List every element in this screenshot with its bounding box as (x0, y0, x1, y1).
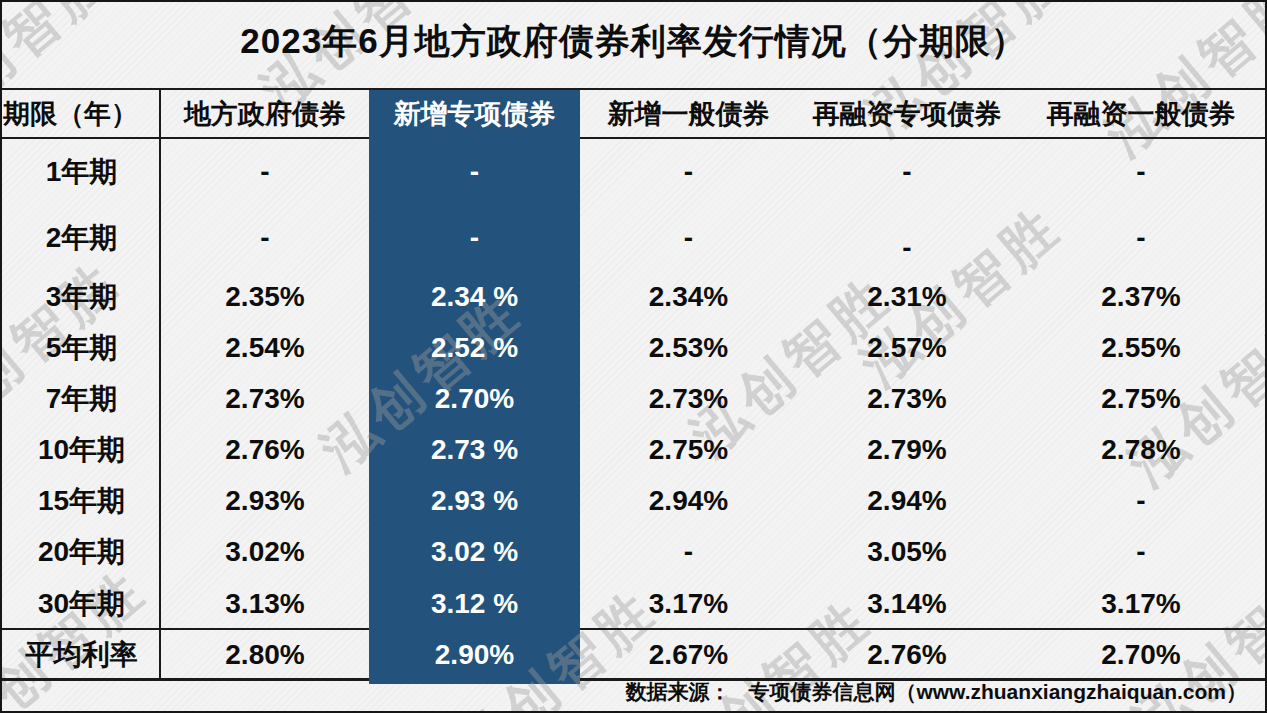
row-label: 2年期 (2, 205, 161, 271)
cell-value: 3.12 % (369, 577, 580, 630)
row-label: 7年期 (2, 373, 161, 424)
cell-value: 2.93% (161, 475, 369, 526)
table-grid: 期限（年） 地方政府债券 新增专项债券 新增一般债券 再融资专项债券 再融资一般… (2, 90, 1265, 680)
cell-value: 2.34% (580, 271, 797, 322)
row-label: 10年期 (2, 424, 161, 475)
cell-value: 2.31% (797, 271, 1017, 322)
cell-value: - (580, 205, 797, 271)
cell-value: 3.17% (580, 577, 797, 630)
cell-value: 2.94% (580, 475, 797, 526)
cell-value: 2.73% (797, 373, 1017, 424)
cell-value: - (580, 139, 797, 205)
cell-value: 2.37% (1017, 271, 1265, 322)
cell-value: - (369, 205, 580, 271)
cell-value: - (1017, 139, 1265, 205)
summary-value: 2.76% (797, 630, 1017, 680)
summary-value: 2.67% (580, 630, 797, 680)
cell-value: 2.79% (797, 424, 1017, 475)
cell-value: 2.94% (797, 475, 1017, 526)
row-label: 30年期 (2, 577, 161, 630)
row-label: 5年期 (2, 322, 161, 373)
data-source-label: 数据来源： (625, 680, 730, 703)
cell-value: 3.02 % (369, 526, 580, 577)
cell-value: 2.54% (161, 322, 369, 373)
cell-value: 2.70% (369, 373, 580, 424)
bond-rate-infographic: 泓创智胜 泓创智胜 泓创智胜 泓创智胜 泓创智胜 泓创智胜 泓创智胜 泓创智胜 … (0, 0, 1267, 713)
column-header-new-special-bond: 新增专项债券 (369, 90, 580, 139)
cell-value: 3.14% (797, 577, 1017, 630)
cell-value: 2.55% (1017, 322, 1265, 373)
cell-value: 2.75% (580, 424, 797, 475)
summary-value: 2.90% (369, 630, 580, 680)
cell-value: - (161, 139, 369, 205)
cell-value: 3.17% (1017, 577, 1265, 630)
summary-value: 2.80% (161, 630, 369, 680)
column-header-local-gov-bond: 地方政府债券 (161, 90, 369, 139)
column-header-refi-special-bond: 再融资专项债券 (797, 90, 1017, 139)
row-label: 15年期 (2, 475, 161, 526)
cell-value: - (369, 139, 580, 205)
cell-value: - (797, 205, 1017, 271)
cell-value: 2.93 % (369, 475, 580, 526)
cell-value: 2.73% (161, 373, 369, 424)
data-source: 数据来源： 专项债券信息网（www.zhuanxiangzhaiquan.com） (625, 678, 1247, 706)
row-label: 1年期 (2, 139, 161, 205)
cell-value: 2.57% (797, 322, 1017, 373)
cell-value: 2.73 % (369, 424, 580, 475)
cell-value: 3.05% (797, 526, 1017, 577)
cell-value: 2.73% (580, 373, 797, 424)
column-header-term: 期限（年） (2, 90, 161, 139)
cell-value: 2.78% (1017, 424, 1265, 475)
summary-label-cell: 平均利率 (2, 630, 161, 680)
summary-value: 2.70% (1017, 630, 1265, 680)
page-title: 2023年6月地方政府债券利率发行情况（分期限） (2, 18, 1265, 65)
cell-value: - (1017, 526, 1265, 577)
cell-value: - (1017, 475, 1265, 526)
cell-value: 2.53% (580, 322, 797, 373)
data-source-site: 专项债券信息网（www.zhuanxiangzhaiquan.com） (748, 680, 1247, 703)
cell-value: - (580, 526, 797, 577)
cell-value: 3.13% (161, 577, 369, 630)
row-label: 3年期 (2, 271, 161, 322)
cell-value: 2.75% (1017, 373, 1265, 424)
cell-value: 2.34 % (369, 271, 580, 322)
cell-value: 2.52 % (369, 322, 580, 373)
cell-value: 2.76% (161, 424, 369, 475)
cell-value: 3.02% (161, 526, 369, 577)
column-header-refi-general-bond: 再融资一般债券 (1017, 90, 1265, 139)
column-header-new-general-bond: 新增一般债券 (580, 90, 797, 139)
cell-value: - (1017, 205, 1265, 271)
cell-value: - (161, 205, 369, 271)
cell-value: - (797, 139, 1017, 205)
row-label: 20年期 (2, 526, 161, 577)
cell-value: 2.35% (161, 271, 369, 322)
